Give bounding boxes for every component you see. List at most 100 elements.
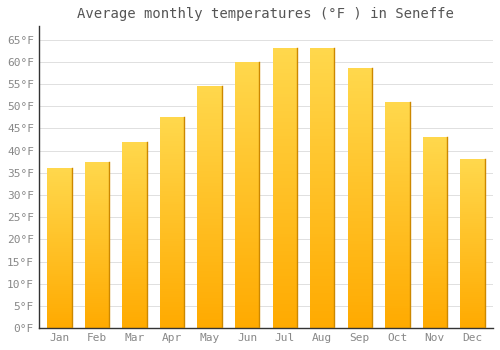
Bar bbox=[85, 274, 109, 276]
Bar bbox=[422, 163, 447, 166]
Bar bbox=[160, 275, 184, 278]
Bar bbox=[385, 218, 409, 220]
Bar bbox=[160, 149, 184, 152]
Bar bbox=[198, 159, 222, 162]
Bar bbox=[460, 195, 484, 197]
Bar bbox=[198, 295, 222, 298]
Bar bbox=[160, 141, 184, 144]
Bar bbox=[422, 228, 447, 230]
Bar bbox=[385, 223, 409, 226]
Bar bbox=[85, 184, 109, 187]
Bar bbox=[422, 156, 447, 159]
Bar bbox=[460, 214, 484, 216]
Bar bbox=[160, 144, 184, 146]
Bar bbox=[48, 176, 72, 178]
Bar bbox=[235, 155, 260, 158]
Bar bbox=[348, 169, 372, 172]
Bar bbox=[48, 206, 72, 208]
Bar bbox=[122, 160, 146, 163]
Bar bbox=[272, 192, 297, 195]
Bar bbox=[310, 115, 334, 118]
Bar bbox=[422, 185, 447, 187]
Bar bbox=[235, 325, 260, 328]
Bar bbox=[348, 312, 372, 315]
Bar bbox=[310, 118, 334, 122]
Bar bbox=[348, 107, 372, 111]
Bar bbox=[272, 118, 297, 122]
Bar bbox=[310, 143, 334, 146]
Bar bbox=[272, 97, 297, 101]
Bar bbox=[385, 240, 409, 243]
Bar bbox=[235, 298, 260, 302]
Bar bbox=[422, 285, 447, 288]
Bar bbox=[460, 244, 484, 246]
Bar bbox=[160, 181, 184, 183]
Bar bbox=[460, 275, 484, 278]
Bar bbox=[235, 148, 260, 152]
Bar bbox=[48, 304, 72, 306]
Bar bbox=[198, 259, 222, 262]
Bar bbox=[85, 324, 109, 326]
Bar bbox=[460, 265, 484, 267]
Bar bbox=[460, 309, 484, 311]
Bar bbox=[348, 192, 372, 195]
Bar bbox=[272, 76, 297, 80]
Bar bbox=[122, 146, 146, 149]
Bar bbox=[310, 111, 334, 115]
Bar bbox=[122, 291, 146, 293]
Bar bbox=[272, 143, 297, 146]
Bar bbox=[198, 198, 222, 201]
Bar bbox=[348, 153, 372, 156]
Bar bbox=[348, 150, 372, 153]
Bar bbox=[310, 276, 334, 279]
Bar bbox=[198, 177, 222, 180]
Bar bbox=[85, 226, 109, 228]
Bar bbox=[48, 194, 72, 196]
Bar bbox=[385, 280, 409, 283]
Bar bbox=[48, 282, 72, 284]
Bar bbox=[385, 260, 409, 263]
Bar bbox=[235, 281, 260, 285]
Bar bbox=[310, 307, 334, 311]
Bar bbox=[160, 244, 184, 246]
Bar bbox=[85, 303, 109, 305]
Bar bbox=[85, 287, 109, 289]
Bar bbox=[272, 251, 297, 255]
Bar bbox=[48, 208, 72, 210]
Bar bbox=[310, 262, 334, 265]
Bar bbox=[198, 219, 222, 222]
Bar bbox=[235, 115, 260, 118]
Bar bbox=[310, 251, 334, 255]
Bar bbox=[310, 248, 334, 251]
Bar bbox=[198, 147, 222, 150]
Bar bbox=[85, 216, 109, 218]
Bar bbox=[348, 88, 372, 91]
Bar bbox=[160, 265, 184, 267]
Bar bbox=[85, 170, 109, 172]
Bar bbox=[235, 202, 260, 205]
Bar bbox=[422, 152, 447, 154]
Bar bbox=[160, 165, 184, 167]
Bar bbox=[385, 105, 409, 107]
Bar bbox=[48, 264, 72, 266]
Bar bbox=[198, 289, 222, 292]
Bar bbox=[198, 207, 222, 210]
Bar bbox=[310, 220, 334, 223]
Bar bbox=[48, 302, 72, 304]
Bar bbox=[235, 318, 260, 322]
Bar bbox=[160, 212, 184, 215]
Bar bbox=[122, 275, 146, 277]
Bar bbox=[272, 80, 297, 83]
Bar bbox=[48, 216, 72, 218]
Bar bbox=[422, 192, 447, 195]
Bar bbox=[460, 267, 484, 269]
Bar bbox=[422, 154, 447, 156]
Bar bbox=[422, 187, 447, 190]
Bar bbox=[348, 276, 372, 280]
Bar bbox=[122, 223, 146, 226]
Bar bbox=[348, 205, 372, 208]
Bar bbox=[235, 92, 260, 95]
Bar bbox=[48, 180, 72, 182]
Bar bbox=[348, 260, 372, 263]
Bar bbox=[198, 189, 222, 192]
